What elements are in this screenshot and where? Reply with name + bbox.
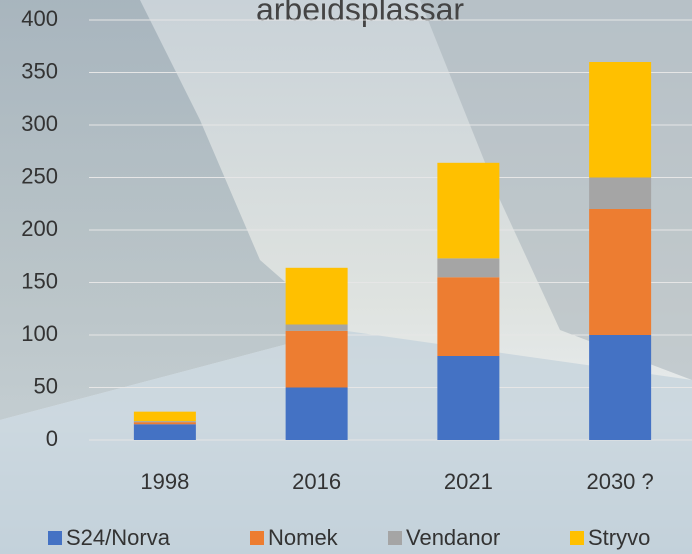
page: arbeidsplassar 0 50 100 150 200 250 300 350 400 1… [0, 0, 692, 554]
y-tick-label: 350 [21, 58, 58, 83]
legend-swatch [388, 531, 402, 545]
legend-swatch [48, 531, 62, 545]
bar-segment [134, 422, 196, 424]
legend-swatch [250, 531, 264, 545]
bar-segment [437, 258, 499, 277]
y-tick-label: 400 [21, 6, 58, 31]
y-tick-label: 200 [21, 216, 58, 241]
chart-title: arbeidsplassar [256, 0, 464, 27]
legend-label: Nomek [268, 525, 339, 550]
legend-label: Stryvo [588, 525, 650, 550]
y-tick-label: 250 [21, 163, 58, 188]
bar-segment [437, 356, 499, 440]
x-tick-label: 2016 [292, 469, 341, 494]
bar-segment [286, 325, 348, 331]
chart: arbeidsplassar 0 50 100 150 200 250 300 350 400 1… [0, 0, 692, 554]
legend-label: Vendanor [406, 525, 500, 550]
bar-segment [437, 163, 499, 259]
bar-segment [134, 421, 196, 422]
y-tick-label: 0 [46, 426, 58, 451]
legend-swatch [570, 531, 584, 545]
y-tick-label: 300 [21, 111, 58, 136]
legend-label: S24/Norva [66, 525, 171, 550]
bar-segment [286, 268, 348, 325]
y-tick-label: 100 [21, 321, 58, 346]
y-tick-label: 150 [21, 268, 58, 293]
x-tick-label: 2030 ? [586, 469, 653, 494]
bar-segment [589, 335, 651, 440]
bar-segment [589, 62, 651, 178]
bar-segment [437, 277, 499, 356]
bar-segment [589, 178, 651, 210]
bar-segment [134, 424, 196, 440]
bar-segment [286, 331, 348, 388]
bar-segment [589, 209, 651, 335]
x-tick-label: 1998 [140, 469, 189, 494]
y-tick-label: 50 [34, 373, 58, 398]
bar-segment [286, 388, 348, 441]
x-tick-label: 2021 [444, 469, 493, 494]
bar-segment [134, 412, 196, 421]
